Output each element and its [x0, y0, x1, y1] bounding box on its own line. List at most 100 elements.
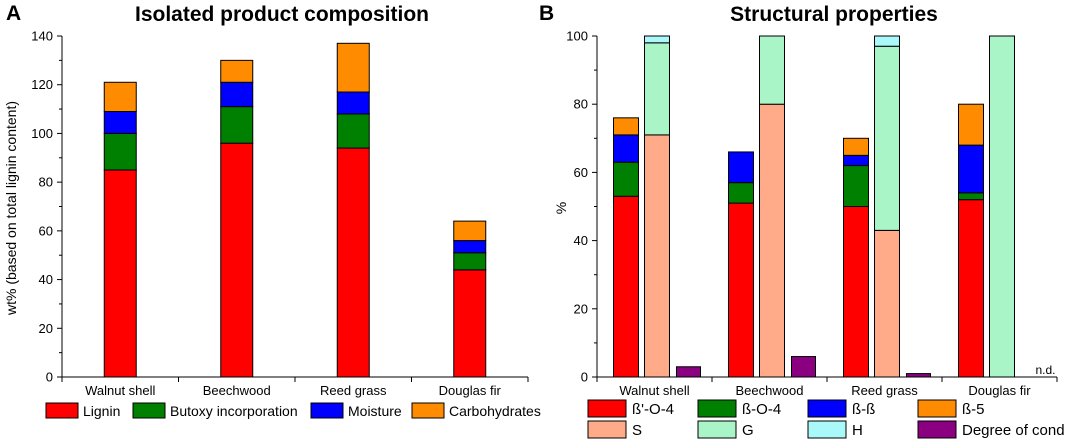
- panel-a-legend: Lignin Butoxy incorporation Moisture Carboh…: [45, 402, 541, 419]
- panel-a-y-axis-label: wt% (based on total lignin content): [3, 101, 19, 316]
- bar-a-walnut-shell-butoxy-incorporation: [103, 132, 137, 171]
- y-tick-label-b-60: 60: [574, 165, 588, 180]
- bar-b-walnut-shell-degree-of-condensation: [676, 366, 701, 378]
- bar-a-douglas-fir-lignin: [453, 269, 487, 378]
- legend-label-b-: ß-ß: [852, 401, 875, 418]
- legend-swatch-a-lignin: [45, 402, 79, 419]
- y-tick-label-a-80: 80: [39, 175, 53, 190]
- y-tick-label-a-20: 20: [39, 321, 53, 336]
- bar-b-douglas-fir-o-4: [958, 199, 984, 378]
- bar-b-walnut-shell-o-4: [613, 195, 639, 378]
- bar-a-beechwood-carbohydrates: [220, 59, 254, 83]
- panel-a-label: A: [6, 2, 21, 25]
- y-tick-label-a-0: 0: [46, 370, 53, 385]
- legend-swatch-b-s: [587, 420, 627, 439]
- legend-label-b-5: ß-5: [962, 401, 985, 418]
- bar-a-walnut-shell-moisture: [103, 111, 137, 134]
- bar-b-beechwood-g: [759, 35, 785, 105]
- legend-swatch-b-g: [697, 420, 737, 439]
- bar-a-beechwood-lignin: [220, 142, 254, 378]
- panel-a-title: Isolated product composition: [135, 3, 429, 26]
- bar-b-douglas-fir-: [958, 144, 984, 194]
- legend-swatch-b-5: [917, 399, 957, 418]
- legend-label-a-lignin: Lignin: [83, 403, 120, 419]
- y-tick-label-a-120: 120: [31, 77, 53, 92]
- legend-label-a-butoxy-incorporation: Butoxy incorporation: [170, 403, 298, 419]
- bar-a-douglas-fir-moisture: [453, 240, 487, 254]
- legend-swatch-b-: [807, 399, 847, 418]
- legend-label-b-h: H: [852, 422, 863, 439]
- bar-b-beechwood-: [728, 151, 754, 184]
- x-tick-label-a-reed-grass: Reed grass: [320, 383, 387, 398]
- panel-b-legend: ß'-O-4 ß-O-4 ß-ß ß-5 S G H Degree of condensati…: [587, 399, 1065, 439]
- bar-b-beechwood-s: [759, 103, 785, 378]
- y-tick-label-b-80: 80: [574, 97, 588, 112]
- legend-label-a-carbohydrates: Carbohydrates: [449, 403, 541, 419]
- bar-a-beechwood-butoxy-incorporation: [220, 106, 254, 144]
- legend-swatch-b-o-4: [587, 399, 627, 418]
- bar-b-reed-grass-o-4: [843, 165, 869, 207]
- x-tick-label-a-douglas-fir: Douglas fir: [439, 383, 502, 398]
- bar-b-walnut-shell-s: [644, 134, 670, 378]
- bar-b-reed-grass-h: [874, 35, 900, 47]
- bar-b-walnut-shell-h: [644, 35, 670, 44]
- bar-b-beechwood-o-4: [728, 182, 754, 204]
- bar-b-beechwood-o-4: [728, 202, 754, 378]
- bar-b-walnut-shell-: [613, 134, 639, 163]
- y-tick-label-a-40: 40: [39, 272, 53, 287]
- legend-swatch-b-degree-of-condensation: [917, 420, 957, 439]
- bar-a-reed-grass-carbohydrates: [336, 42, 370, 93]
- bar-b-beechwood-degree-of-condensation: [791, 356, 816, 378]
- bar-a-douglas-fir-butoxy-incorporation: [453, 252, 487, 271]
- bar-b-reed-grass-g: [874, 45, 900, 231]
- bar-a-douglas-fir-carbohydrates: [453, 220, 487, 242]
- bar-b-reed-grass-5: [843, 137, 869, 156]
- panel-b-title: Structural properties: [730, 3, 938, 26]
- bar-a-walnut-shell-carbohydrates: [103, 81, 137, 113]
- bar-a-beechwood-moisture: [220, 81, 254, 108]
- x-tick-label-a-beechwood: Beechwood: [203, 383, 271, 398]
- x-tick-label-b-reed-grass: Reed grass: [851, 383, 918, 398]
- panel-b-label: B: [539, 2, 554, 25]
- bar-b-reed-grass-: [843, 154, 869, 167]
- x-tick-label-b-douglas-fir: Douglas fir: [968, 383, 1031, 398]
- y-tick-label-a-140: 140: [31, 29, 53, 44]
- y-tick-label-b-40: 40: [574, 233, 588, 248]
- legend-label-b-degree-of-condensation: Degree of condensation: [962, 422, 1065, 439]
- x-tick-label-b-walnut-shell: Walnut shell: [619, 383, 689, 398]
- y-tick-label-a-100: 100: [31, 126, 53, 141]
- bar-b-reed-grass-o-4: [843, 206, 869, 378]
- legend-swatch-a-butoxy-incorporation: [132, 402, 166, 419]
- y-tick-label-b-0: 0: [581, 370, 588, 385]
- legend-swatch-a-carbohydrates: [411, 402, 445, 419]
- y-tick-label-b-100: 100: [566, 29, 588, 44]
- x-tick-label-a-walnut-shell: Walnut shell: [85, 383, 155, 398]
- bar-b-walnut-shell-5: [613, 117, 639, 136]
- bar-b-reed-grass-s: [874, 229, 900, 378]
- bar-b-reed-grass-degree-of-condensation: [906, 373, 931, 378]
- legend-label-b-g: G: [742, 422, 754, 439]
- legend-swatch-b-h: [807, 420, 847, 439]
- bar-b-douglas-fir-5: [958, 103, 984, 146]
- panel-a: A Isolated product composition wt% (base…: [3, 2, 541, 419]
- bar-a-reed-grass-lignin: [336, 147, 370, 378]
- legend-label-a-moisture: Moisture: [348, 403, 402, 419]
- x-tick-label-b-beechwood: Beechwood: [736, 383, 804, 398]
- annotation-not-determined: n.d.: [1036, 363, 1056, 377]
- legend-label-b-o-4: ß-O-4: [742, 401, 781, 418]
- bar-a-reed-grass-butoxy-incorporation: [336, 113, 370, 149]
- bar-a-reed-grass-moisture: [336, 91, 370, 115]
- panel-b: B Structural properties % Walnut shell Be…: [539, 2, 1065, 439]
- legend-label-b-o-4: ß'-O-4: [632, 401, 674, 418]
- bar-b-douglas-fir-o-4: [958, 192, 984, 201]
- bar-b-walnut-shell-o-4: [613, 161, 639, 197]
- legend-swatch-a-moisture: [310, 402, 344, 419]
- bar-b-douglas-fir-g: [989, 35, 1015, 378]
- bar-b-walnut-shell-g: [644, 42, 670, 136]
- panel-b-y-axis-label: %: [553, 202, 569, 214]
- y-tick-label-b-20: 20: [574, 301, 588, 316]
- y-tick-label-a-60: 60: [39, 223, 53, 238]
- legend-label-b-s: S: [632, 422, 642, 439]
- bar-a-walnut-shell-lignin: [103, 169, 137, 378]
